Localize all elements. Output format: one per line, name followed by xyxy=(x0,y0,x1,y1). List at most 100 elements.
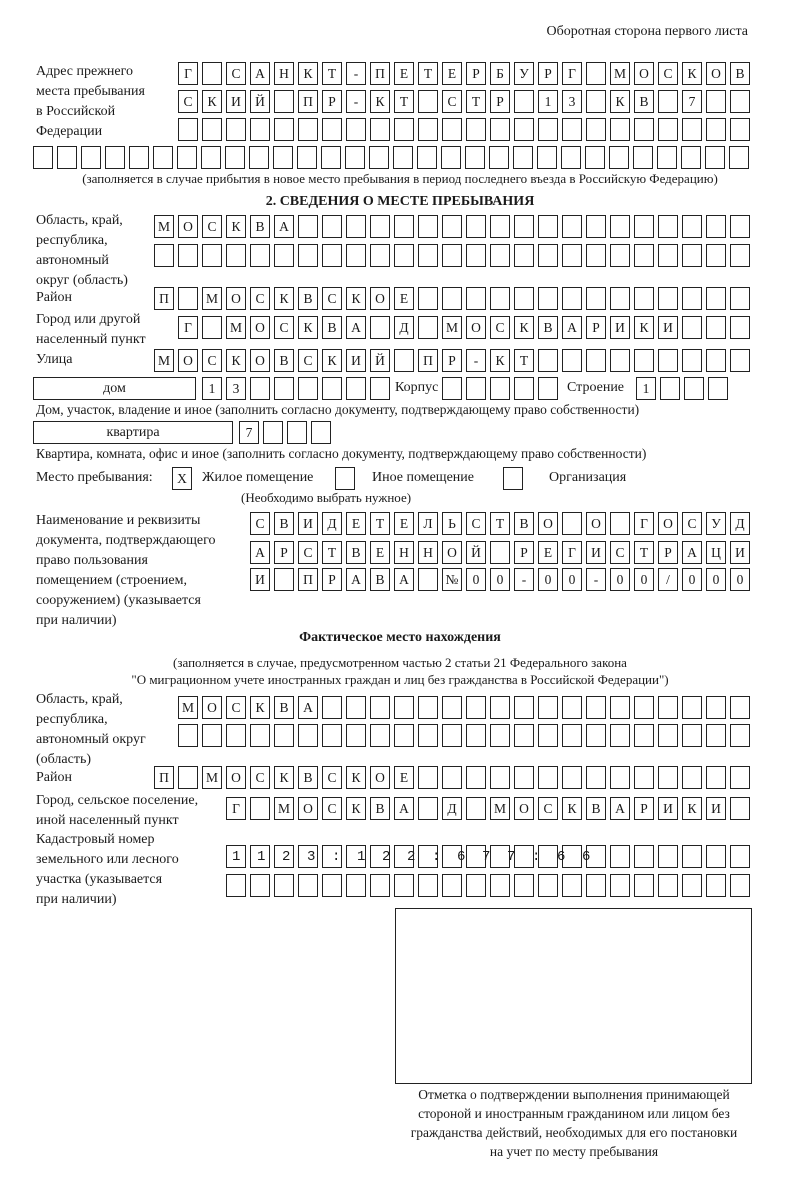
form-cell[interactable] xyxy=(730,349,750,372)
form-cell[interactable] xyxy=(562,349,582,372)
form-cell[interactable] xyxy=(682,349,702,372)
form-cell[interactable] xyxy=(57,146,77,169)
form-cell[interactable]: М xyxy=(442,316,462,339)
form-cell[interactable] xyxy=(706,724,726,747)
form-cell[interactable] xyxy=(586,62,606,85)
form-cell[interactable]: Е xyxy=(394,766,414,789)
form-cell[interactable] xyxy=(586,724,606,747)
form-cell[interactable] xyxy=(537,146,557,169)
form-cell[interactable]: И xyxy=(730,541,750,564)
form-cell[interactable]: П xyxy=(298,90,318,113)
form-cell[interactable] xyxy=(442,377,462,400)
form-cell[interactable]: В xyxy=(730,62,750,85)
form-cell[interactable] xyxy=(538,118,558,141)
form-cell[interactable]: Л xyxy=(418,512,438,535)
form-cell[interactable] xyxy=(394,118,414,141)
form-cell[interactable]: Н xyxy=(418,541,438,564)
form-cell[interactable]: 3 xyxy=(562,90,582,113)
form-cell[interactable] xyxy=(657,146,677,169)
form-cell[interactable] xyxy=(250,874,270,897)
form-cell[interactable] xyxy=(394,696,414,719)
form-cell[interactable]: Е xyxy=(370,541,390,564)
form-cell[interactable]: И xyxy=(610,316,630,339)
form-cell[interactable]: Т xyxy=(394,90,414,113)
form-cell[interactable] xyxy=(610,244,630,267)
form-cell[interactable]: С xyxy=(298,541,318,564)
form-cell[interactable]: А xyxy=(250,541,270,564)
form-cell[interactable]: М xyxy=(178,696,198,719)
form-cell[interactable] xyxy=(490,215,510,238)
form-cell[interactable] xyxy=(633,146,653,169)
form-cell[interactable] xyxy=(202,62,222,85)
form-cell[interactable] xyxy=(418,797,438,820)
form-cell[interactable]: Т xyxy=(490,512,510,535)
form-cell[interactable]: 0 xyxy=(634,568,654,591)
form-cell[interactable]: Т xyxy=(514,349,534,372)
form-cell[interactable] xyxy=(561,146,581,169)
form-cell[interactable] xyxy=(346,118,366,141)
form-cell[interactable] xyxy=(538,766,558,789)
form-cell[interactable] xyxy=(658,287,678,310)
form-cell[interactable] xyxy=(490,118,510,141)
form-cell[interactable]: 0 xyxy=(610,568,630,591)
form-cell[interactable] xyxy=(514,118,534,141)
form-cell[interactable]: Г xyxy=(562,62,582,85)
form-cell[interactable] xyxy=(418,118,438,141)
form-cell[interactable] xyxy=(610,287,630,310)
form-cell[interactable] xyxy=(370,874,390,897)
form-cell[interactable] xyxy=(105,146,125,169)
form-cell[interactable] xyxy=(658,244,678,267)
form-cell[interactable] xyxy=(274,845,294,868)
form-cell[interactable] xyxy=(682,874,702,897)
form-cell[interactable]: 0 xyxy=(682,568,702,591)
form-cell[interactable] xyxy=(610,724,630,747)
form-cell[interactable] xyxy=(466,215,486,238)
form-cell[interactable]: М xyxy=(610,62,630,85)
form-cell[interactable] xyxy=(226,244,246,267)
form-cell[interactable]: В xyxy=(274,512,294,535)
form-cell[interactable] xyxy=(417,146,437,169)
form-cell[interactable]: О xyxy=(658,512,678,535)
form-cell[interactable]: С xyxy=(538,797,558,820)
form-cell[interactable]: А xyxy=(346,316,366,339)
form-cell[interactable]: О xyxy=(634,62,654,85)
form-cell[interactable]: К xyxy=(226,215,246,238)
form-cell[interactable] xyxy=(658,874,678,897)
form-cell[interactable] xyxy=(346,377,366,400)
form-cell[interactable] xyxy=(706,215,726,238)
form-cell[interactable]: П xyxy=(154,287,174,310)
form-cell[interactable] xyxy=(538,874,558,897)
form-cell[interactable] xyxy=(684,377,704,400)
form-cell[interactable] xyxy=(298,845,318,868)
form-cell[interactable]: К xyxy=(202,90,222,113)
form-cell[interactable]: Т xyxy=(322,541,342,564)
form-cell[interactable] xyxy=(514,377,534,400)
building-row[interactable] xyxy=(442,377,558,400)
form-cell[interactable]: С xyxy=(202,215,222,238)
form-cell[interactable] xyxy=(370,724,390,747)
form-cell[interactable] xyxy=(586,244,606,267)
form-cell[interactable] xyxy=(466,377,486,400)
form-cell[interactable] xyxy=(682,118,702,141)
form-cell[interactable] xyxy=(274,874,294,897)
form-cell[interactable]: П xyxy=(298,568,318,591)
form-cell[interactable]: Т xyxy=(466,90,486,113)
form-cell[interactable]: - xyxy=(466,349,486,372)
form-cell[interactable] xyxy=(562,724,582,747)
form-cell[interactable] xyxy=(490,244,510,267)
form-cell[interactable]: М xyxy=(202,287,222,310)
form-cell[interactable] xyxy=(729,146,749,169)
form-cell[interactable] xyxy=(489,146,509,169)
form-cell[interactable] xyxy=(466,874,486,897)
form-cell[interactable] xyxy=(706,696,726,719)
form-cell[interactable] xyxy=(658,766,678,789)
region-row-2[interactable] xyxy=(154,244,750,267)
form-cell[interactable] xyxy=(274,377,294,400)
form-cell[interactable] xyxy=(730,316,750,339)
form-cell[interactable] xyxy=(297,146,317,169)
form-cell[interactable] xyxy=(442,244,462,267)
